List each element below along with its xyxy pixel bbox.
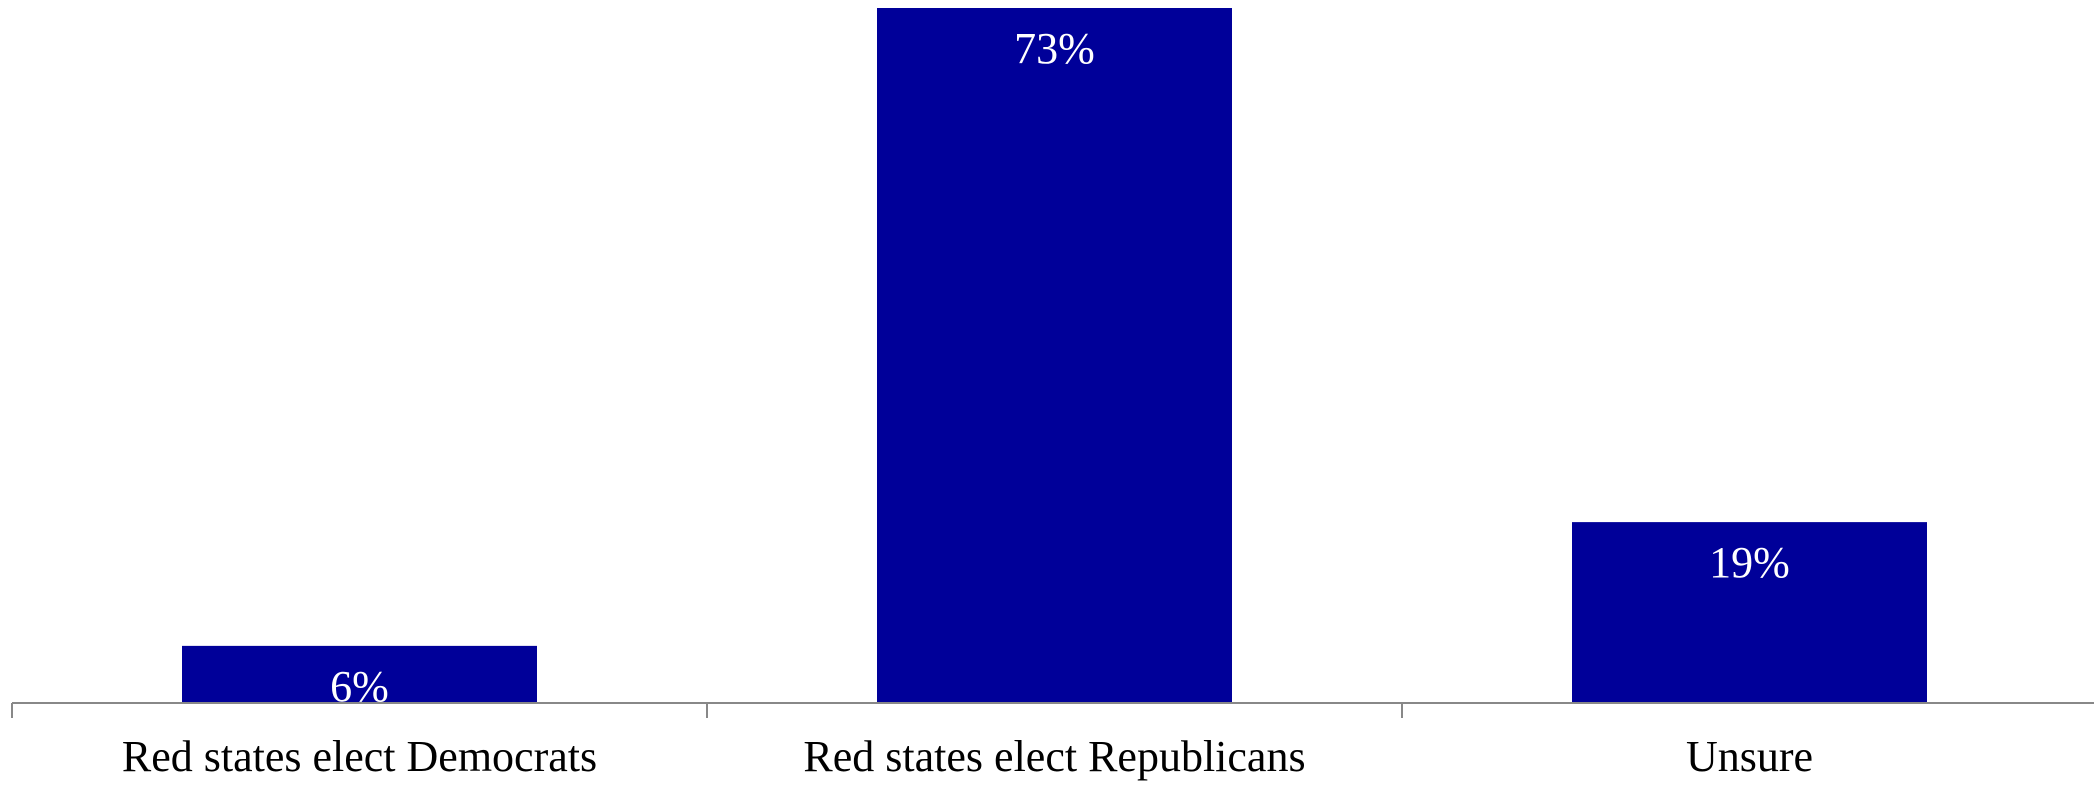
bar-data-label: 19%: [1709, 538, 1790, 587]
category-label: Unsure: [1686, 732, 1813, 781]
category-labels: Red states elect Democrats Red states ele…: [122, 732, 1813, 781]
bars-group: 6%73%19%: [182, 8, 1927, 711]
bar: [1572, 522, 1927, 703]
bar-data-label: 73%: [1014, 24, 1095, 73]
x-axis: [11, 702, 2094, 718]
category-label: Red states elect Democrats: [122, 732, 597, 781]
category-label: Red states elect Republicans: [803, 732, 1305, 781]
bar: [877, 8, 1232, 703]
bar: [182, 645, 537, 703]
